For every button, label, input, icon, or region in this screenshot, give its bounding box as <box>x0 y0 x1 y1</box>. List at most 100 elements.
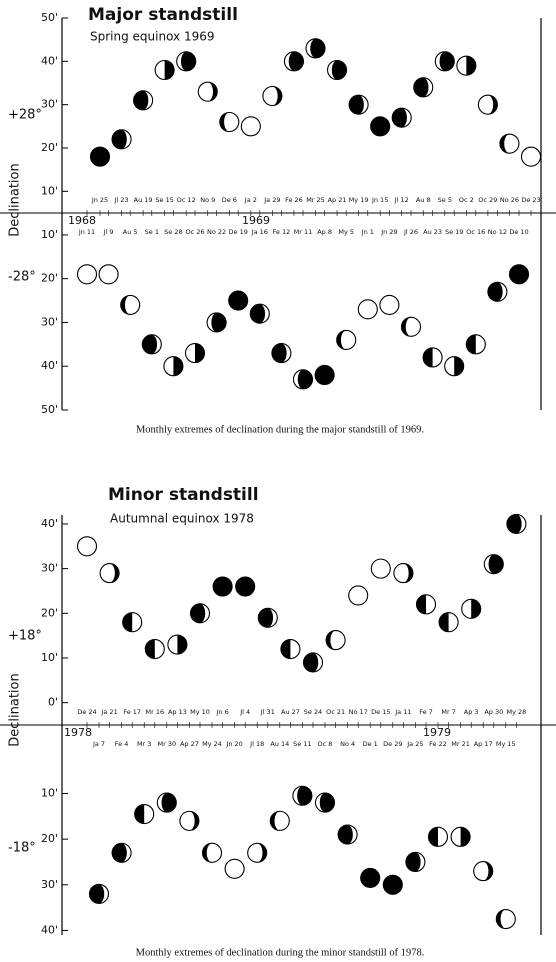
moon <box>247 842 268 863</box>
moon <box>360 867 381 888</box>
moon-shadow <box>250 304 266 324</box>
moon <box>88 883 110 904</box>
moon-disc <box>240 116 261 137</box>
moon-shadow <box>235 576 255 596</box>
moon-shadow <box>120 295 131 315</box>
moon-shadow <box>142 334 158 354</box>
date-label: Ap 27 <box>180 740 199 748</box>
date-label: De 10 <box>509 228 528 236</box>
caption: Monthly extremes of declination during t… <box>136 424 424 435</box>
moon-shadow <box>89 884 105 904</box>
moon <box>292 369 314 390</box>
moon-shadow <box>370 116 390 136</box>
date-label: Mr 7 <box>441 708 455 716</box>
date-label: Se 1 <box>145 228 159 236</box>
moon <box>413 77 434 98</box>
date-label: Ja 21 <box>100 708 117 716</box>
date-label: Se 15 <box>155 196 173 204</box>
moon <box>99 563 120 584</box>
moon-shadow <box>413 77 429 97</box>
date-label: Se 19 <box>445 228 463 236</box>
date-label: Jl 12 <box>394 196 409 204</box>
date-label: Fe 7 <box>419 708 433 716</box>
half-label: -28° <box>8 270 36 285</box>
moon <box>219 111 240 133</box>
date-label: Oc 2 <box>459 196 474 204</box>
date-label: Ap 30 <box>484 708 503 716</box>
moon-shadow <box>487 95 498 115</box>
date-label: De 19 <box>229 228 248 236</box>
moon <box>141 334 162 355</box>
moon <box>495 908 516 930</box>
moon-shadow <box>257 843 267 863</box>
half-label: +18° <box>8 629 42 644</box>
moon-shadow <box>488 554 504 574</box>
y-axis-title: Declination <box>8 163 23 237</box>
date-label: De 24 <box>77 708 96 716</box>
moon <box>302 652 324 673</box>
date-label: De 1 <box>363 740 378 748</box>
date-label: Se 11 <box>293 740 311 748</box>
moon-shadow <box>466 56 476 76</box>
moon <box>134 803 155 825</box>
date-label: Mr 16 <box>145 708 164 716</box>
date-label: Ja 16 <box>251 228 268 236</box>
date-label: Jn 1 <box>361 228 374 236</box>
moon <box>370 558 391 579</box>
moon-shadow <box>122 612 133 632</box>
date-label: No 22 <box>207 228 226 236</box>
year-label: 1969 <box>242 214 270 227</box>
moon <box>305 38 326 59</box>
caption: Monthly extremes of declination during t… <box>136 947 425 958</box>
date-label: Fe 12 <box>273 228 291 236</box>
moon-shadow <box>190 603 206 623</box>
moon-shadow <box>349 95 364 115</box>
moon-shadow <box>272 86 282 106</box>
moon-shadow <box>360 868 380 888</box>
date-label: Ap 21 <box>328 196 347 204</box>
moon <box>235 576 256 597</box>
y-tick-label: 40' <box>41 923 58 936</box>
moon <box>483 554 504 575</box>
moon-shadow <box>326 630 336 650</box>
date-label: Oc 16 <box>466 228 485 236</box>
date-label: Ap 8 <box>317 228 332 236</box>
moon-shadow <box>180 51 196 71</box>
moon-shadow <box>258 608 274 628</box>
moon-shadow <box>471 599 481 619</box>
y-tick-label: 30' <box>41 878 58 891</box>
moon <box>450 826 471 847</box>
moon <box>111 842 132 863</box>
date-label: Jl 4 <box>239 708 250 716</box>
moon-shadow <box>439 51 455 71</box>
moon-shadow <box>439 612 449 632</box>
moon <box>89 146 111 167</box>
date-label: Jl 23 <box>114 196 129 204</box>
moon <box>370 116 391 137</box>
y-tick-label: 30' <box>41 562 58 575</box>
moon-shadow <box>297 786 312 806</box>
moon-shadow <box>487 282 503 302</box>
moon <box>314 364 335 386</box>
date-label: No 9 <box>200 196 215 204</box>
moon <box>292 785 313 806</box>
moon-shadow <box>202 843 212 863</box>
moon-disc <box>76 536 98 557</box>
moon <box>176 51 197 72</box>
moon-shadow <box>177 635 187 655</box>
moon <box>499 133 520 154</box>
y-tick-label: 10' <box>41 651 58 664</box>
date-label: Ja 29 <box>263 196 280 204</box>
moon <box>325 630 346 651</box>
moon-disc <box>76 264 98 285</box>
date-label: Jn 15 <box>371 196 388 204</box>
date-label: Mr 21 <box>451 740 470 748</box>
moon-shadow <box>133 90 149 110</box>
chart-title: Minor standstill <box>108 485 259 505</box>
moon <box>434 51 455 72</box>
date-label: Jl 26 <box>403 228 418 236</box>
moon <box>473 861 494 882</box>
moon-shadow <box>195 343 205 363</box>
moon-shadow <box>303 652 319 672</box>
